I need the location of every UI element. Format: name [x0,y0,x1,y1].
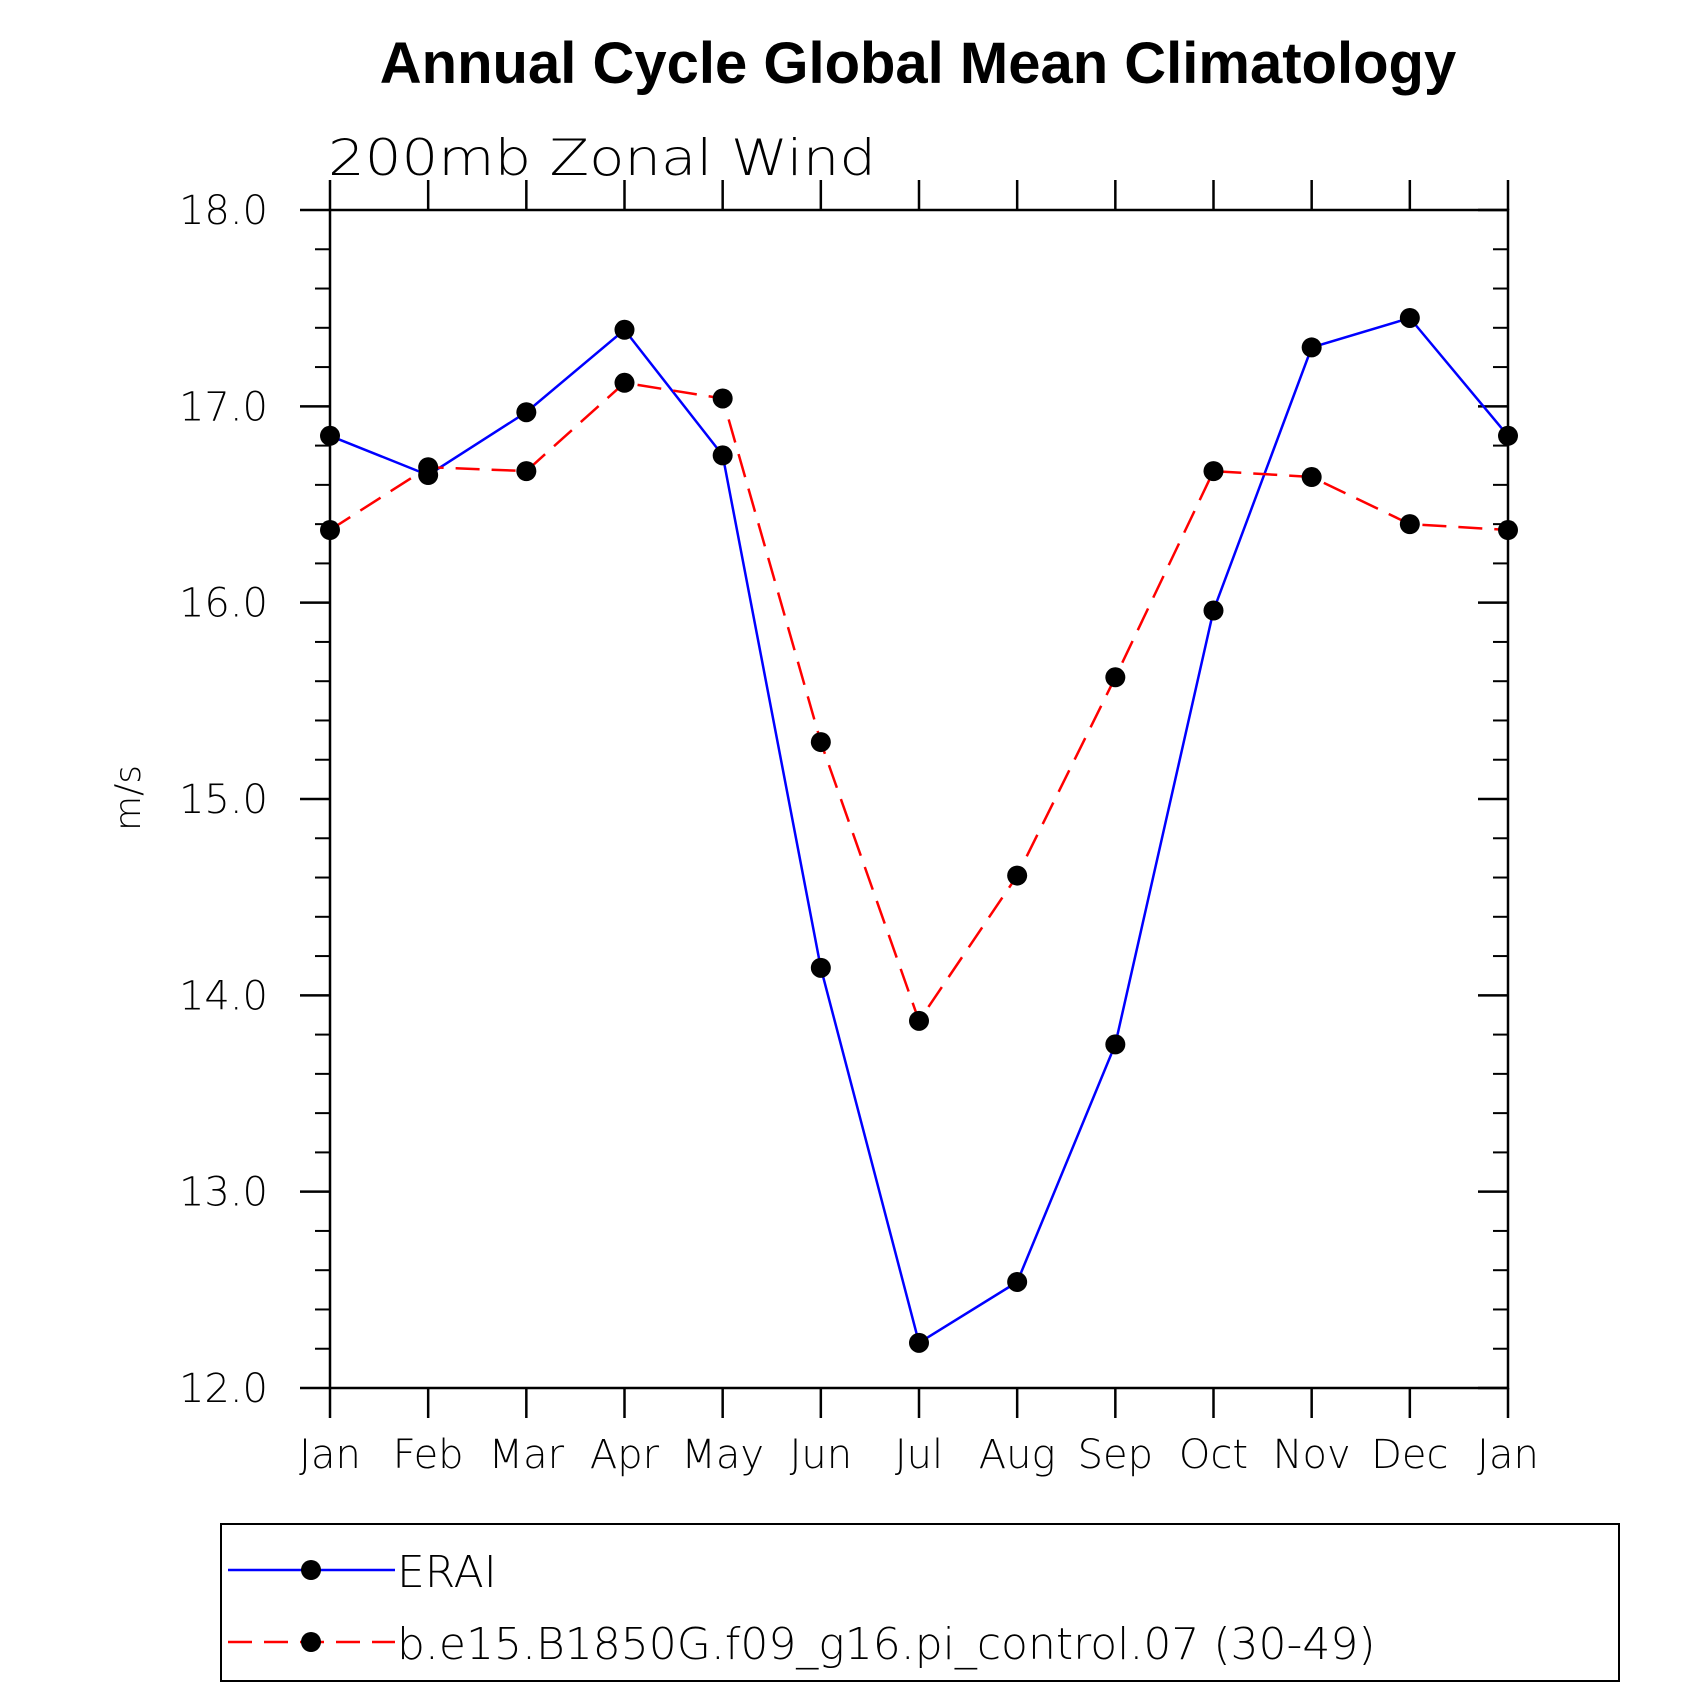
series-1-point [909,1010,929,1031]
x-tick-label: Dec [1371,1432,1448,1478]
chart-subtitle: 200mb Zonal Wind [328,129,876,187]
series-1-point [1105,667,1126,688]
y-tick-label: 15.0 [179,777,268,823]
series-line-1 [329,381,1509,1024]
series-0-point [1007,1271,1028,1292]
chart-title: Annual Cycle Global Mean Climatology [380,31,1456,96]
y-tick-label: 13.0 [179,1170,268,1216]
series-1-point [320,520,340,541]
series-1-point [810,732,831,753]
x-tick-label: Jan [1477,1432,1539,1478]
series-0-point [712,445,733,466]
series-1-point [1498,520,1518,541]
series-0-point [1203,600,1224,621]
x-tick-labels: Jan Feb Mar Apr May Jun Jul Aug Sep Oct Nov Dec Jan [299,1432,1539,1478]
series-0-point [614,319,635,340]
data-series [320,307,1518,1353]
series-1-point [1301,467,1322,488]
plot-frame [328,208,1510,1390]
x-tick-label: Jun [790,1432,853,1478]
series-0-point [516,402,537,423]
series-1-point [418,457,439,478]
series-1-point [1399,514,1420,535]
series-0-point [1399,307,1420,328]
series-0-point [1301,337,1322,358]
x-tick-label: Jul [895,1432,943,1478]
series-1-point [1007,865,1028,886]
y-tick-label: 16.0 [179,581,268,627]
y-tick-labels: 18.0 17.0 16.0 15.0 14.0 13.0 12.0 [179,188,268,1412]
legend-marker-1 [301,1632,321,1652]
y-tick-label: 14.0 [179,973,268,1019]
x-tick-label: Mar [489,1432,565,1478]
series-0-point [810,957,831,978]
legend-box [220,1523,1620,1682]
legend-marker-0 [301,1560,321,1580]
x-tick-label: Jan [299,1432,361,1478]
series-line-0 [329,316,1509,1345]
series-0-point [320,425,340,446]
y-tick-label: 18.0 [179,188,268,234]
x-tick-label: Feb [393,1432,464,1478]
legend-label-1: b.e15.B1850G.f09_g16.pi_control.07 (30-4… [397,1619,1376,1670]
x-tick-label: Sep [1078,1432,1153,1478]
x-tick-label: Nov [1273,1432,1351,1478]
y-tick-label: 17.0 [179,384,268,430]
y-axis-label: m/s [108,765,149,831]
legend-entries [228,1560,395,1652]
series-0-point [1105,1034,1126,1055]
series-1-point [614,372,635,393]
series-1-point [516,461,537,482]
x-tick-label: Aug [979,1432,1056,1478]
axis-ticks [300,180,1510,1418]
y-tick-label: 12.0 [179,1366,268,1412]
legend-label-0: ERAI [397,1547,497,1598]
series-0-point [1498,425,1518,446]
x-tick-label: May [681,1432,764,1478]
series-1-point [1203,461,1224,482]
legend: ERAI b.e15.B1850G.f09_g16.pi_control.07 … [220,1523,1620,1682]
series-0-point [909,1332,929,1353]
x-tick-label: Apr [590,1432,660,1478]
x-tick-label: Oct [1179,1432,1248,1478]
series-1-point [712,388,733,409]
